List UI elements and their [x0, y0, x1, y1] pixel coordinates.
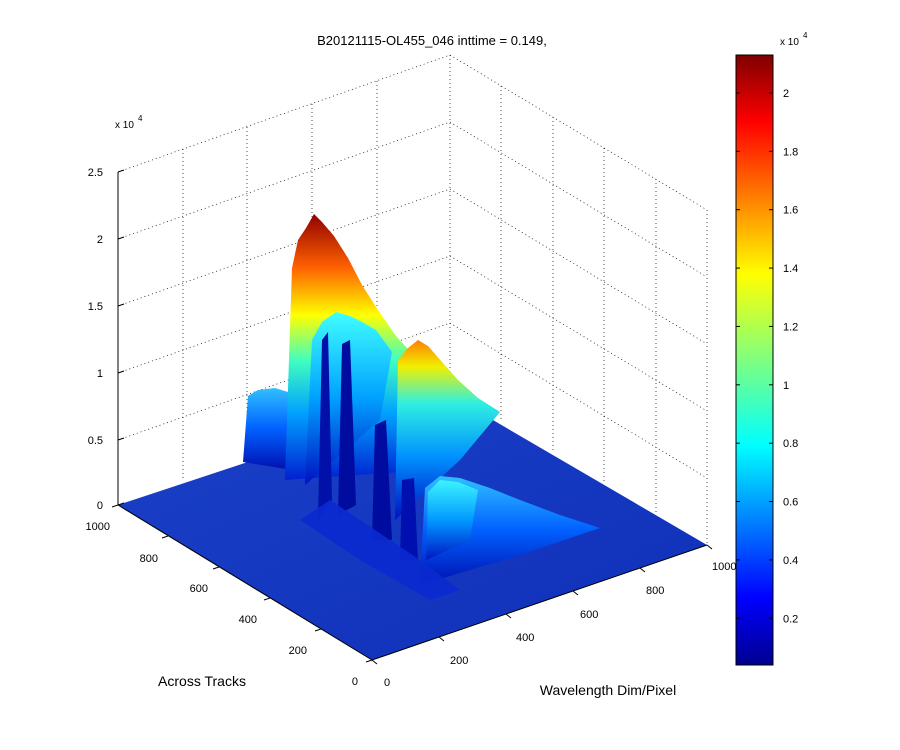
y-tick-label: 1000	[86, 521, 110, 533]
surface-ridge	[243, 388, 292, 470]
surface-ridge	[395, 340, 500, 520]
x-tick-label: 400	[516, 632, 534, 644]
surface-valley	[400, 478, 418, 560]
z-multiplier: x 10	[115, 120, 134, 131]
colorbar-multiplier: x 10	[780, 37, 799, 48]
surface-valley	[318, 332, 332, 520]
colorbar-tick-label: 0.2	[783, 613, 798, 625]
x-tick-label: 0	[384, 677, 390, 689]
y-axis-label: Across Tracks	[158, 673, 246, 689]
z-tick-label: 2.5	[88, 167, 103, 179]
colorbar-tick-label: 1.2	[783, 321, 798, 333]
y-tick-label: 400	[239, 614, 257, 626]
colorbar-ticks: 0.2 0.4 0.6 0.8 1 1.2 1.4 1.6 1.8 2	[736, 88, 798, 625]
y-tick-label: 800	[140, 553, 158, 565]
y-tick-label: 600	[190, 583, 208, 595]
colorbar-tick-label: 2	[783, 88, 789, 100]
x-tick-label: 800	[646, 585, 664, 597]
x-axis-label: Wavelength Dim/Pixel	[540, 682, 676, 698]
colorbar-tick-label: 1.4	[783, 263, 798, 275]
colorbar-tick-label: 1.8	[783, 146, 798, 158]
surface-valley	[338, 340, 356, 515]
y-axis: 0 200 400 600 800 1000 Across Tracks	[86, 504, 373, 689]
z-axis: 0 0.5 1 1.5 2 2.5 x 10 4	[88, 114, 143, 512]
x-tick-label: 1000	[712, 561, 736, 573]
x-axis: 0 200 400 600 800 1000 Wavelength Dim/Pi…	[371, 544, 736, 698]
x-tick-label: 600	[580, 609, 598, 621]
x-tick-label: 200	[450, 655, 468, 667]
y-tick-label: 0	[352, 676, 358, 688]
colorbar-tick-label: 0.8	[783, 438, 798, 450]
z-tick-label: 0.5	[88, 435, 103, 447]
colorbar-multiplier-exponent: 4	[803, 31, 808, 40]
colorbar-tick-label: 1	[783, 380, 789, 392]
surface-plot	[243, 214, 600, 600]
colorbar-tick-label: 1.6	[783, 205, 798, 217]
z-tick-label: 2	[97, 234, 103, 246]
colorbar-gradient	[735, 54, 774, 666]
colorbar-tick-label: 0.4	[783, 555, 798, 567]
chart-title: B20121115-OL455_046 inttime = 0.149,	[317, 33, 547, 48]
colorbar: 0.2 0.4 0.6 0.8 1 1.2 1.4 1.6 1.8 2 x 10 4	[735, 31, 808, 666]
y-tick-label: 200	[289, 645, 307, 657]
surface-valley	[372, 420, 392, 540]
axes-frame	[117, 172, 708, 661]
colorbar-tick-label: 0.6	[783, 497, 798, 509]
surface-ridge	[300, 500, 460, 600]
z-tick-label: 1.5	[88, 301, 103, 313]
z-tick-label: 1	[97, 368, 103, 380]
z-tick-label: 0	[97, 500, 103, 512]
z-multiplier-exponent: 4	[138, 114, 143, 123]
surface-ridge	[426, 480, 478, 560]
